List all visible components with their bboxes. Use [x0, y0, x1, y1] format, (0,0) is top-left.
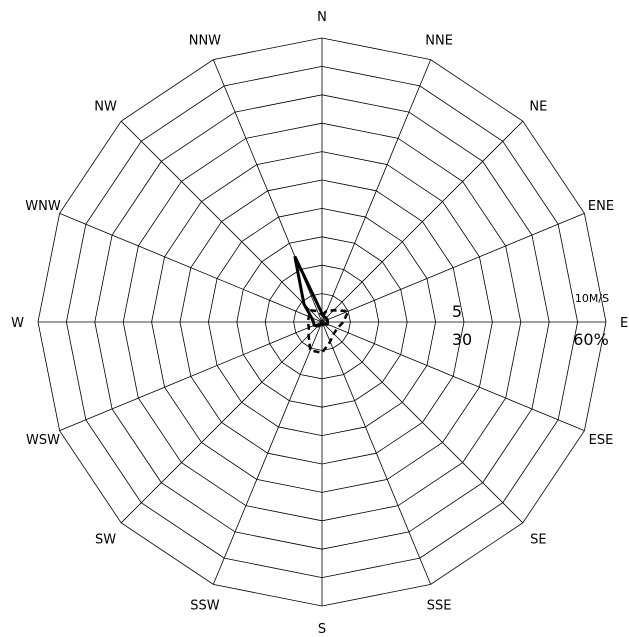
spoke-sse — [321, 321, 432, 585]
series-solid-outline — [293, 255, 330, 328]
direction-labels: N NNE NE ENE E ESE SE SSE S SSW SW WSW W WNW NW NNW — [11, 10, 628, 637]
spoke-wnw — [59, 212, 323, 323]
spoke-wsw — [59, 321, 323, 432]
polar-grid — [37, 37, 607, 607]
direction-label-sse: SSE — [427, 599, 452, 614]
direction-label-nnw: NNW — [189, 33, 221, 48]
series-dashed-outline — [306, 308, 351, 355]
spoke-ese — [321, 321, 585, 432]
spoke-ene — [321, 212, 585, 323]
scale-labels: 5 30 10M/S 60% — [452, 292, 609, 349]
spoke-nne — [321, 59, 432, 323]
direction-label-nne: NNE — [425, 33, 453, 48]
direction-label-ssw: SSW — [190, 599, 220, 614]
direction-label-ese: ESE — [589, 433, 614, 448]
direction-label-wnw: WNW — [25, 199, 61, 214]
direction-label-se: SE — [530, 532, 546, 547]
spoke-ssw — [212, 321, 323, 585]
direction-label-ne: NE — [529, 100, 547, 115]
freq-half-label: 30 — [452, 330, 472, 349]
series-layer — [293, 255, 351, 355]
direction-label-nw: NW — [94, 100, 117, 115]
direction-label-n: N — [317, 10, 327, 25]
freq-max-label: 60% — [573, 330, 609, 349]
direction-label-w: W — [11, 316, 24, 331]
direction-label-ene: ENE — [588, 199, 614, 214]
spoke-nw — [120, 120, 323, 323]
spoke-se — [321, 321, 524, 524]
direction-label-e: E — [620, 316, 628, 331]
direction-label-wsw: WSW — [26, 433, 60, 448]
direction-label-sw: SW — [95, 532, 116, 547]
speed-half-label: 5 — [452, 302, 462, 321]
spoke-ne — [321, 120, 524, 323]
speed-max-label: 10M/S — [575, 292, 609, 305]
direction-label-s: S — [318, 622, 326, 637]
spoke-sw — [120, 321, 323, 524]
